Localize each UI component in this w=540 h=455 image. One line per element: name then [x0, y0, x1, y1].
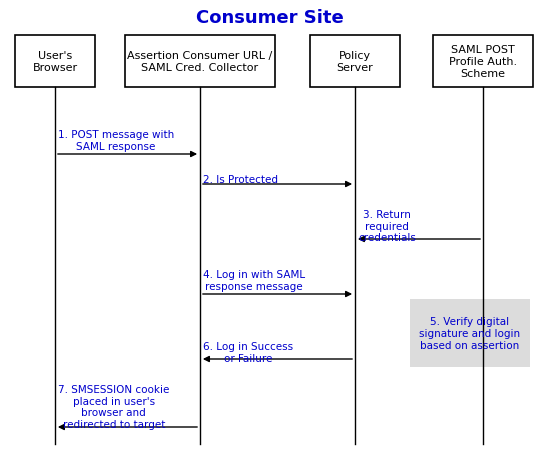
Bar	[15, 36, 95, 88]
Text: User's
Browser: User's Browser	[32, 51, 78, 73]
Text: Policy
Server: Policy Server	[336, 51, 373, 73]
Text: 7. SMSESSION cookie
placed in user's
browser and
redirected to target: 7. SMSESSION cookie placed in user's bro…	[58, 384, 170, 429]
Bar	[125, 36, 275, 88]
Text: Consumer Site: Consumer Site	[196, 9, 344, 27]
Bar	[410, 299, 530, 367]
Text: 5. Verify digital
signature and login
based on assertion: 5. Verify digital signature and login ba…	[420, 317, 521, 350]
Text: 1. POST message with
SAML response: 1. POST message with SAML response	[58, 130, 174, 151]
Bar	[310, 36, 400, 88]
Text: 4. Log in with SAML
response message: 4. Log in with SAML response message	[203, 269, 305, 291]
Text: SAML POST
Profile Auth.
Scheme: SAML POST Profile Auth. Scheme	[449, 46, 517, 78]
Text: 2. Is Protected: 2. Is Protected	[203, 175, 278, 185]
Bar	[433, 36, 533, 88]
Text: 6. Log in Success
or Failure: 6. Log in Success or Failure	[203, 341, 293, 363]
Text: 3. Return
required
credentials: 3. Return required credentials	[358, 210, 416, 243]
Text: Assertion Consumer URL /
SAML Cred. Collector: Assertion Consumer URL / SAML Cred. Coll…	[127, 51, 273, 73]
